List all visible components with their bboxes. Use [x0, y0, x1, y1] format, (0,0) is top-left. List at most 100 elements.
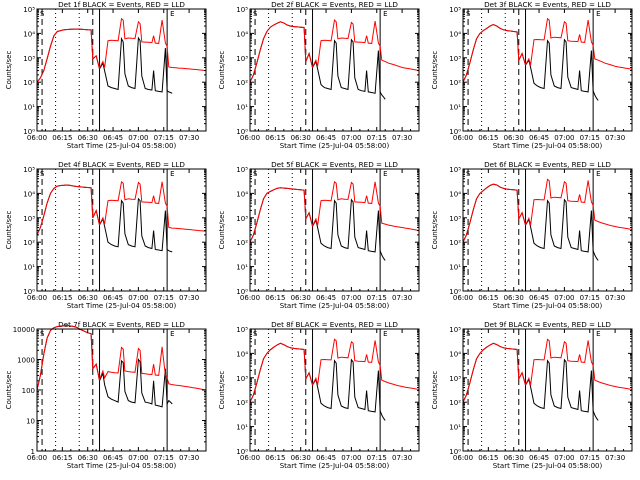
panel-5: Det 5f BLACK = Events, RED = LLD S E 10⁰ 10¹… [218, 160, 420, 310]
y-tick-label: 10² [236, 79, 248, 87]
x-tick-label: 06:15 [52, 294, 72, 302]
x-tick-label: 07:00 [128, 454, 148, 462]
plot-frame [462, 328, 633, 452]
y-tick-label: 10¹ [236, 104, 248, 112]
x-tick-label: 06:00 [453, 454, 473, 462]
x-tick-label: 07:15 [367, 134, 387, 142]
y-tick-label: 10⁵ [449, 166, 461, 174]
marker-label-s: S [466, 170, 471, 178]
y-tick-label: 10² [449, 79, 461, 87]
x-tick-label: 07:00 [128, 134, 148, 142]
x-tick-label: 06:00 [240, 134, 260, 142]
y-tick-label: 10⁰ [449, 128, 461, 136]
x-tick-label: 06:00 [27, 294, 47, 302]
panel-2: Det 2f BLACK = Events, RED = LLD S E 10⁰ 10¹… [218, 0, 420, 150]
marker-label-s: S [466, 10, 471, 18]
y-tick-label: 10² [236, 239, 248, 247]
y-tick-label: 10⁵ [236, 6, 248, 14]
x-tick-label: 07:30 [605, 134, 625, 142]
panel-title: Det 7f BLACK = Events, RED = LLD [58, 320, 185, 329]
x-tick-label: 07:30 [392, 454, 412, 462]
x-tick-label: 06:00 [453, 134, 473, 142]
y-axis-label: Counts/sec [5, 371, 13, 410]
y-tick-label: 100 [22, 387, 35, 395]
x-tick-label: 07:00 [341, 454, 361, 462]
marker-label-e: E [383, 10, 387, 18]
y-tick-label: 10⁰ [449, 448, 461, 456]
x-tick-label: 06:00 [240, 454, 260, 462]
y-axis-label: Counts/sec [431, 211, 439, 250]
x-tick-label: 07:15 [367, 294, 387, 302]
marker-label-e: E [383, 170, 387, 178]
marker-label-s: S [40, 170, 45, 178]
x-tick-label: 06:30 [504, 454, 524, 462]
x-tick-label: 06:45 [103, 294, 123, 302]
x-tick-label: 07:30 [605, 454, 625, 462]
marker-label-s: S [40, 330, 45, 338]
x-tick-label: 06:30 [291, 454, 311, 462]
x-tick-label: 06:30 [78, 134, 98, 142]
panel-title: Det 4f BLACK = Events, RED = LLD [58, 160, 185, 169]
y-tick-label: 10⁰ [23, 128, 35, 136]
x-tick-label: 07:30 [179, 294, 199, 302]
panel-7: Det 7f BLACK = Events, RED = LLD S E 1 10 100… [5, 320, 207, 470]
y-tick-label: 10⁵ [236, 326, 248, 334]
plot-frame [36, 8, 207, 132]
x-tick-label: 06:15 [478, 454, 498, 462]
events-series-line [249, 21, 386, 100]
x-tick-label: 06:00 [27, 134, 47, 142]
x-tick-label: 06:30 [291, 294, 311, 302]
x-tick-label: 06:00 [453, 294, 473, 302]
marker-label-s: S [253, 10, 258, 18]
lld-series-line [36, 17, 207, 83]
panel-9: Det 9f BLACK = Events, RED = LLD S E 10⁰ 10¹… [431, 320, 633, 470]
x-tick-label: 06:30 [78, 294, 98, 302]
y-tick-label: 10¹ [23, 264, 35, 272]
y-tick-label: 10⁴ [23, 190, 35, 198]
x-tick-label: 06:15 [52, 454, 72, 462]
x-tick-label: 06:15 [265, 134, 285, 142]
y-tick-label: 10¹ [449, 424, 461, 432]
x-tick-label: 07:15 [580, 294, 600, 302]
x-tick-label: 07:15 [580, 134, 600, 142]
x-tick-label: 07:00 [554, 294, 574, 302]
panel-4: Det 4f BLACK = Events, RED = LLD S E 10⁰ 10¹… [5, 160, 207, 310]
x-tick-label: 06:45 [529, 454, 549, 462]
x-tick-label: 07:15 [154, 454, 174, 462]
lld-series-line [249, 19, 420, 83]
x-tick-label: 07:15 [154, 134, 174, 142]
lld-series-line [462, 178, 633, 243]
panel-8: Det 8f BLACK = Events, RED = LLD S E 10⁰ 10¹… [218, 320, 420, 470]
y-tick-label: 10¹ [449, 104, 461, 112]
marker-label-e: E [170, 330, 174, 338]
marker-label-e: E [170, 10, 174, 18]
y-tick-label: 10² [449, 399, 461, 407]
x-tick-label: 06:00 [240, 294, 260, 302]
y-tick-label: 10⁴ [449, 30, 461, 38]
x-axis-label: Start Time (25-Jul-04 05:58:00) [67, 302, 177, 310]
y-tick-label: 10⁴ [449, 190, 461, 198]
x-tick-label: 06:45 [529, 134, 549, 142]
lld-series-line [249, 338, 420, 403]
x-axis-label: Start Time (25-Jul-04 05:58:00) [280, 302, 390, 310]
x-tick-label: 07:00 [554, 454, 574, 462]
x-tick-label: 06:00 [27, 454, 47, 462]
x-tick-label: 06:30 [78, 454, 98, 462]
x-tick-label: 07:00 [128, 294, 148, 302]
lld-series-line [36, 324, 207, 391]
y-tick-label: 10⁵ [23, 166, 35, 174]
y-axis-label: Counts/sec [5, 51, 13, 90]
panel-title: Det 3f BLACK = Events, RED = LLD [484, 0, 611, 9]
y-tick-label: 10³ [236, 215, 248, 223]
y-tick-label: 10² [23, 79, 35, 87]
y-axis-label: Counts/sec [431, 371, 439, 410]
y-axis-label: Counts/sec [218, 371, 226, 410]
x-axis-label: Start Time (25-Jul-04 05:58:00) [493, 142, 603, 150]
events-series-line [36, 28, 173, 94]
marker-label-e: E [596, 170, 600, 178]
x-tick-label: 06:45 [103, 454, 123, 462]
x-tick-label: 06:15 [478, 134, 498, 142]
x-tick-label: 06:45 [316, 454, 336, 462]
y-tick-label: 10⁰ [236, 288, 248, 296]
